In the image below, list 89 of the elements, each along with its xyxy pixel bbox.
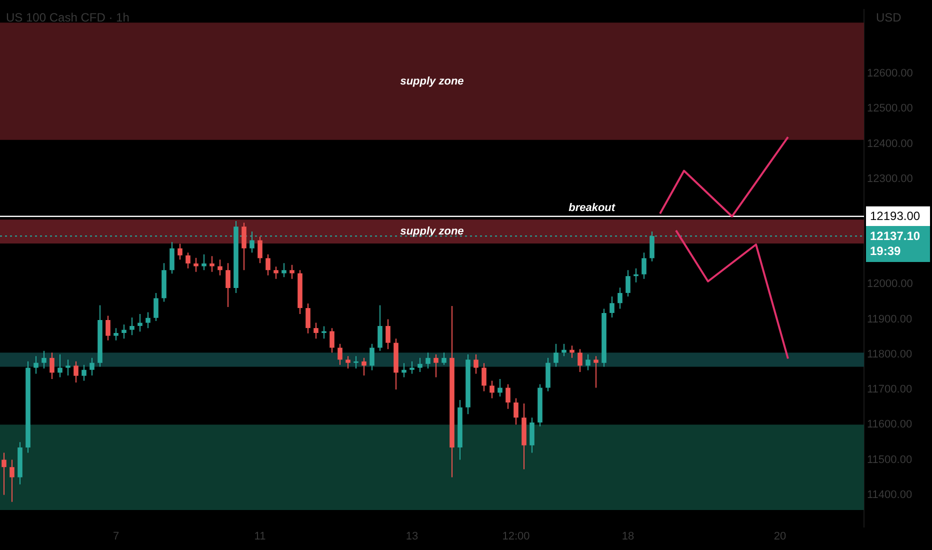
candlestick bbox=[10, 459, 14, 502]
candlestick bbox=[42, 350, 46, 369]
candlestick bbox=[2, 452, 6, 496]
candlestick bbox=[266, 254, 270, 276]
y-tick-label: 12600.00 bbox=[867, 68, 913, 80]
y-tick-label: 11400.00 bbox=[867, 488, 912, 501]
candlestick bbox=[386, 318, 390, 350]
y-tick-label: 12400.00 bbox=[867, 138, 913, 150]
candlestick bbox=[50, 352, 54, 380]
y-tick-label: 11600.00 bbox=[867, 418, 912, 431]
candlestick bbox=[210, 256, 214, 272]
annotation: breakout bbox=[568, 202, 616, 214]
candlestick bbox=[370, 343, 374, 371]
candlestick bbox=[58, 354, 62, 378]
candlestick bbox=[330, 328, 334, 354]
candlestick bbox=[586, 354, 590, 371]
candlestick bbox=[74, 360, 78, 383]
candlestick bbox=[122, 324, 126, 340]
candlestick bbox=[626, 270, 630, 297]
candlestick bbox=[306, 302, 310, 334]
y-tick-label: 11500.00 bbox=[867, 454, 912, 466]
candlestick bbox=[498, 378, 502, 398]
x-tick-label: 20 bbox=[774, 530, 786, 542]
candlestick bbox=[434, 354, 438, 378]
y-tick-label: 11800.00 bbox=[867, 348, 912, 360]
candlestick bbox=[354, 356, 358, 369]
candlestick bbox=[90, 357, 94, 376]
x-tick-label: 11 bbox=[254, 530, 266, 542]
candlestick bbox=[130, 317, 134, 336]
candlestick bbox=[474, 354, 478, 374]
candlestick bbox=[34, 356, 38, 374]
candlestick bbox=[146, 312, 150, 329]
candlestick bbox=[642, 252, 646, 280]
candlestick bbox=[426, 352, 430, 369]
candlestick bbox=[242, 222, 246, 271]
candlestick bbox=[562, 343, 566, 357]
band-label: supply zone bbox=[400, 226, 464, 238]
candlestick bbox=[482, 362, 486, 392]
candlestick bbox=[258, 236, 262, 264]
candlestick bbox=[114, 328, 118, 341]
candlestick bbox=[402, 362, 406, 378]
candlestick bbox=[202, 254, 206, 271]
candlestick bbox=[378, 304, 382, 352]
candlestick bbox=[154, 292, 158, 322]
candlestick bbox=[618, 287, 622, 310]
candlestick bbox=[530, 417, 534, 454]
candlestick bbox=[338, 343, 342, 366]
x-tick-label: 12:00 bbox=[502, 530, 530, 542]
candlestick bbox=[410, 360, 414, 374]
band-label: supply zone bbox=[400, 75, 464, 88]
y-tick-label: 11900.00 bbox=[867, 313, 912, 326]
candlestick bbox=[362, 357, 366, 376]
candlestick bbox=[282, 262, 286, 278]
candlestick bbox=[490, 380, 494, 399]
candlestick bbox=[178, 243, 182, 260]
candlestick bbox=[554, 343, 558, 368]
candlestick bbox=[594, 356, 598, 388]
ref-line-label: 12137.10 19:39 bbox=[870, 228, 920, 258]
y-tick-label: 12300.00 bbox=[867, 172, 913, 185]
y-axis-title: USD bbox=[876, 10, 902, 24]
y-tick-label: 12000.00 bbox=[867, 278, 913, 290]
ref-line-label: 12193.00 bbox=[870, 209, 920, 224]
candlestick bbox=[194, 257, 198, 272]
candlestick bbox=[314, 322, 318, 340]
candlestick bbox=[322, 326, 326, 340]
candlestick bbox=[170, 242, 174, 274]
candlestick bbox=[570, 345, 574, 358]
candlestick bbox=[82, 364, 86, 382]
candlestick bbox=[138, 314, 142, 332]
candlestick bbox=[218, 259, 222, 276]
candlestick bbox=[186, 252, 190, 269]
candlestick bbox=[106, 315, 110, 341]
y-tick-label: 11700.00 bbox=[867, 384, 912, 396]
candlestick bbox=[274, 266, 278, 280]
candlestick bbox=[578, 348, 582, 372]
candlestick bbox=[226, 262, 230, 308]
chart-title: US 100 Cash CFD · 1h bbox=[6, 10, 130, 24]
candlestick bbox=[506, 384, 510, 410]
candlestick bbox=[610, 296, 614, 318]
candlestick bbox=[290, 264, 294, 280]
y-tick-label: 12500.00 bbox=[867, 102, 913, 115]
x-tick-label: 18 bbox=[622, 530, 634, 542]
candlestick bbox=[418, 357, 422, 372]
x-tick-label: 7 bbox=[112, 530, 120, 542]
x-tick-label: 13 bbox=[406, 530, 418, 542]
candlestick bbox=[514, 398, 518, 426]
candlestick bbox=[66, 359, 70, 376]
candlestick bbox=[442, 352, 446, 366]
candlestick bbox=[346, 356, 350, 369]
